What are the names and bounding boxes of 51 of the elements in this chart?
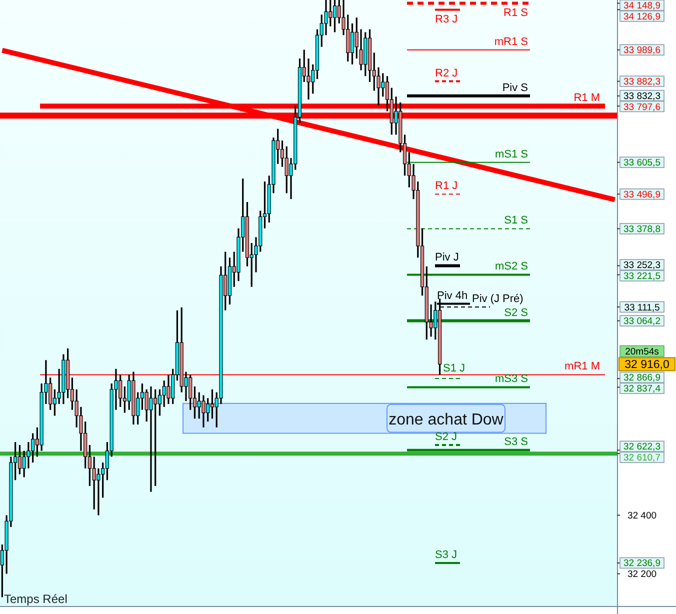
- ref-line-label: mS1 S: [494, 148, 528, 160]
- y-tick-label: 33 496,9: [624, 189, 660, 200]
- ref-line-label: Piv 4h: [437, 290, 468, 302]
- y-tick-label: 34 126,9: [624, 11, 660, 22]
- ref-line-label: Piv (J Pré): [472, 292, 524, 305]
- ref-line-label: mR1 S: [494, 36, 528, 48]
- ref-line-label: S2 J: [435, 430, 458, 443]
- text: 20m54s: [625, 346, 660, 358]
- y-tick-label: 32 236,9: [624, 558, 660, 570]
- candlestick: [158, 388, 162, 417]
- y-tick-label: 33 111,5: [624, 302, 660, 314]
- ref-line-label: R2 J: [435, 67, 458, 80]
- y-tick-label: 33 221,5: [624, 270, 660, 282]
- annotation: Temps Réel: [4, 592, 68, 606]
- y-tick-label: 33 064,2: [624, 316, 660, 328]
- y-tick-label: 33 252,3: [624, 260, 660, 272]
- y-tick-label: 33 797,6: [624, 102, 660, 113]
- text: 32 916,0: [624, 359, 670, 372]
- y-tick-label: 33 989,6: [624, 45, 660, 56]
- y-tick-label: 34 148,9: [624, 0, 660, 12]
- ref-line-label: R3 J: [435, 14, 458, 26]
- y-tick-label: 32 400: [627, 510, 657, 522]
- ref-line-label: mS2 S: [494, 260, 528, 273]
- ref-line-label: Piv S: [502, 82, 528, 94]
- candlestick: [332, 0, 337, 34]
- ref-line-label: S1 J: [443, 362, 466, 375]
- ref-line-label: mR1 M: [564, 360, 600, 373]
- band-label: zone achat Dow: [388, 411, 504, 428]
- ref-line-label: S3 J: [435, 548, 458, 561]
- y-tick-label: 33 605,5: [624, 158, 660, 169]
- ref-line-label: S2 S: [504, 306, 528, 319]
- ref-line-label: R1 M: [574, 92, 600, 104]
- ref-line-label: mS3 S: [494, 373, 528, 386]
- y-tick-label: 33 378,8: [624, 224, 660, 235]
- candlestick: [149, 386, 153, 493]
- y-tick-label: 32 200: [627, 569, 657, 580]
- ref-line-label: Piv J: [435, 252, 459, 264]
- candlestick: [210, 388, 214, 420]
- y-tick-label: 32 837,4: [624, 384, 660, 395]
- y-tick-label: 32 866,9: [624, 372, 660, 384]
- y-tick-label: 32 610,7: [624, 452, 660, 464]
- y-tick-label: 33 882,3: [624, 76, 660, 88]
- candlestick: [166, 374, 170, 405]
- y-tick-label: 32 622,3: [624, 442, 660, 453]
- ref-line-label: S3 S: [504, 436, 528, 448]
- candlestick: [350, 22, 354, 66]
- ref-line-label: R1 J: [435, 180, 458, 192]
- ref-line-label: S1 S: [504, 214, 528, 227]
- candlestick: [202, 394, 206, 428]
- ref-line-label: R1 S: [504, 7, 528, 20]
- y-tick-label: 33 832,3: [624, 90, 660, 102]
